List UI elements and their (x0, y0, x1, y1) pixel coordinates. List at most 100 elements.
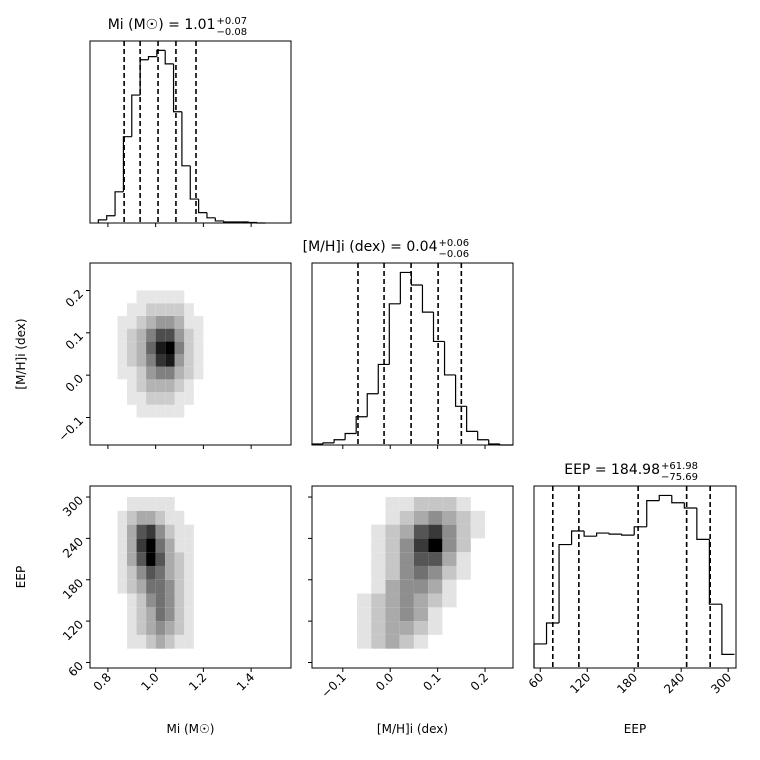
x-tick-label: 120 (567, 670, 593, 696)
density-cell (117, 524, 128, 539)
density-cell (155, 290, 166, 304)
density-cell (117, 315, 128, 329)
density-cell (470, 510, 486, 525)
density-cell (428, 510, 443, 525)
density-cell (174, 510, 185, 525)
density-cell (165, 404, 175, 418)
hist-step (533, 643, 547, 668)
density-cell (136, 634, 147, 649)
density-cell (442, 497, 457, 511)
hist-step (399, 271, 412, 304)
hist-step (377, 363, 390, 394)
density-cell (136, 593, 147, 608)
hist-step (344, 432, 357, 440)
density-cell (442, 579, 457, 594)
density-cell (127, 510, 137, 525)
y-axis-label: [M/H]i (dex) (14, 318, 28, 389)
density-cell (136, 366, 147, 380)
density-cell (127, 303, 137, 316)
density-cell (136, 621, 147, 635)
density-cell (385, 634, 400, 649)
density-cell (174, 524, 185, 539)
density-cell (127, 565, 137, 580)
density-cell (174, 607, 185, 622)
density-cell (174, 621, 185, 635)
density-cell (428, 565, 443, 580)
density-cell (155, 538, 166, 553)
density-cell (146, 607, 156, 622)
x-tick-label: 0.2 (468, 670, 491, 693)
hist-step (131, 94, 141, 137)
density-cell (428, 552, 443, 566)
title-lower: −0.06 (439, 249, 470, 260)
density-cell (117, 366, 128, 380)
hist-step (671, 495, 685, 504)
density-cell (165, 565, 175, 580)
density-cell (371, 565, 386, 580)
density-cell (155, 552, 166, 566)
density-cell (146, 354, 156, 367)
density-cell (127, 593, 137, 608)
density-cell (136, 354, 147, 367)
hist-step (366, 393, 379, 417)
hist-step (198, 199, 207, 214)
hist-step (488, 439, 500, 445)
density-cell (184, 354, 194, 367)
x-tick-label: 0.1 (420, 670, 443, 693)
density-cell (399, 634, 414, 649)
x-tick-label: 1.0 (138, 670, 161, 693)
density-cell (428, 579, 443, 594)
density-cell (146, 524, 156, 539)
density-cell (136, 290, 147, 304)
hist-step (646, 500, 660, 527)
density-cell (155, 621, 166, 635)
density-cell (127, 341, 137, 354)
density-cell (165, 634, 175, 649)
density-cell (174, 379, 185, 393)
density-cell (165, 315, 175, 329)
density-cell (184, 607, 194, 622)
density-cell (117, 552, 128, 566)
hist-step (696, 507, 710, 540)
density-cell (127, 552, 137, 566)
density-cell (385, 524, 400, 539)
density-cell (442, 524, 457, 539)
density-cell (456, 552, 471, 566)
y-tick-label: 60 (65, 659, 86, 680)
density-cell (174, 593, 185, 608)
hist-step (443, 341, 456, 376)
hist-step (189, 165, 199, 200)
density-cell (456, 497, 471, 511)
hist-step (114, 191, 124, 216)
density-cell (174, 552, 185, 566)
hist-step (466, 406, 478, 433)
density-cell (184, 341, 194, 354)
density-cell (127, 579, 137, 594)
density-cell (174, 328, 185, 342)
density-cell (146, 290, 156, 304)
density-cell (146, 593, 156, 608)
density-cell (399, 565, 414, 580)
density-cell (442, 552, 457, 566)
hist-step (214, 217, 224, 222)
density-cell (413, 510, 429, 525)
density-cell (193, 328, 204, 342)
density-cell (117, 341, 128, 354)
density-cell (357, 621, 372, 635)
density-cell (442, 565, 457, 580)
density-cell (428, 497, 443, 511)
density-cell (136, 328, 147, 342)
density-cell (371, 524, 386, 539)
density-cell (174, 366, 185, 380)
density-cell (371, 593, 386, 608)
density-cell (413, 579, 429, 594)
density-cell (117, 579, 128, 594)
panel-frame (89, 485, 292, 669)
density-cell (165, 354, 175, 367)
density-cell (155, 579, 166, 594)
y-tick-label: 120 (60, 617, 86, 643)
density-cell (174, 538, 185, 553)
y-tick-label: 0.0 (63, 371, 86, 394)
density-cell (146, 328, 156, 342)
density-cell (184, 328, 194, 342)
